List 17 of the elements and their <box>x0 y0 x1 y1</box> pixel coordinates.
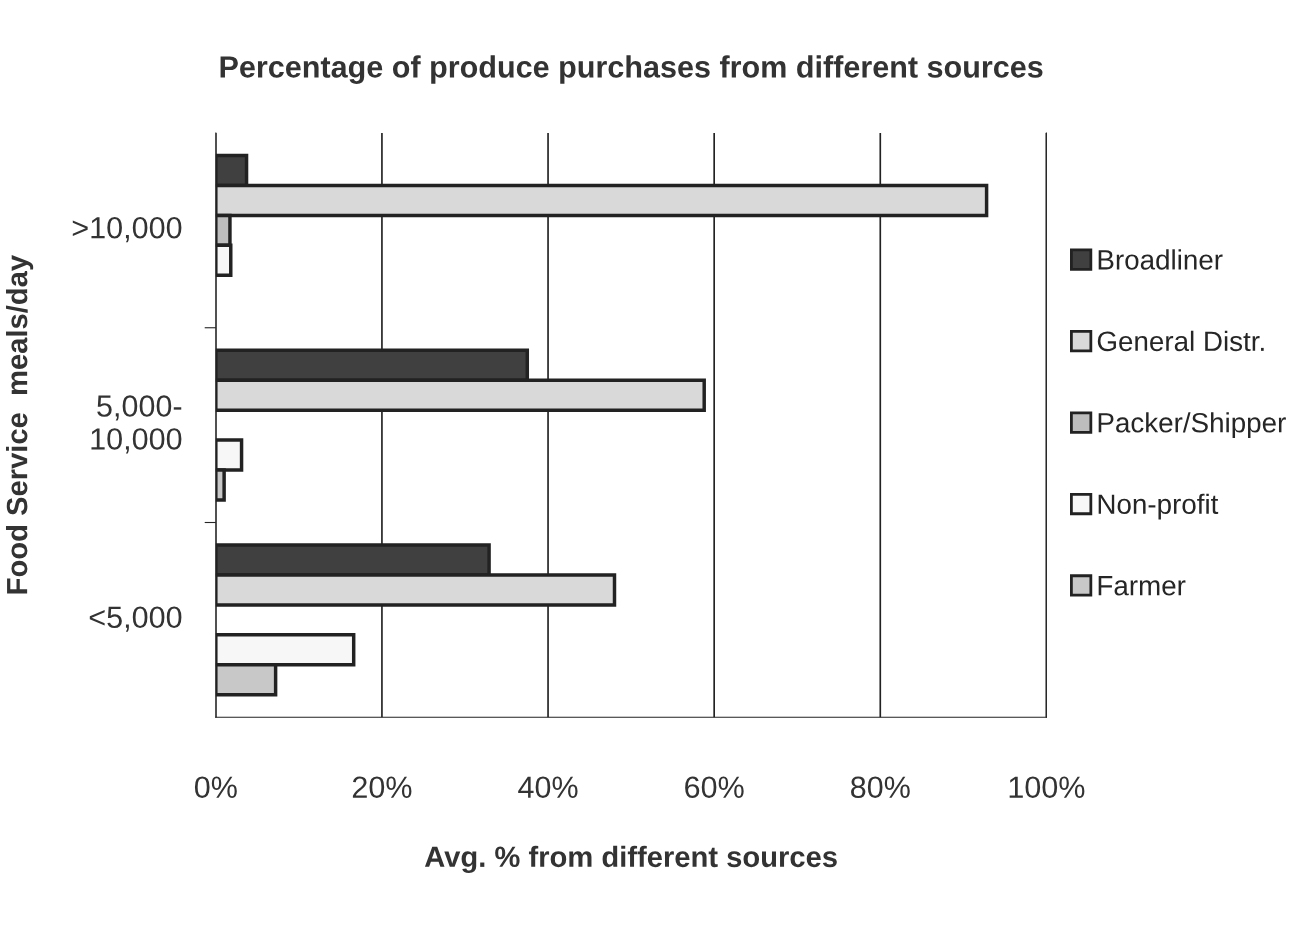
legend-label: Farmer <box>1098 576 1186 596</box>
y-axis-title: Food Service meals/day <box>5 255 34 594</box>
legend-label: General Distr. <box>1097 330 1264 352</box>
x-tick-label: 60% <box>685 776 744 799</box>
x-tick-label: 40% <box>518 776 578 799</box>
x-tick-label: 0% <box>194 776 237 799</box>
x-tick-label: 80% <box>851 776 910 799</box>
y-tick-label: >10,000 <box>72 216 182 243</box>
chart-title: Percentage of produce purchases from different sources <box>220 55 1043 84</box>
legend-label: Packer/Shipper <box>1098 412 1286 439</box>
legend-label: Broadliner <box>1098 249 1223 270</box>
y-tick-label: 5,000- 10,000 <box>91 395 182 454</box>
legend-label: Non-profit <box>1098 493 1219 520</box>
y-tick-label: <5,000 <box>89 606 182 632</box>
x-tick-label: 100% <box>1009 776 1085 799</box>
x-tick-label: 20% <box>352 776 412 799</box>
x-axis-title: Avg. % from different sources <box>424 845 837 874</box>
